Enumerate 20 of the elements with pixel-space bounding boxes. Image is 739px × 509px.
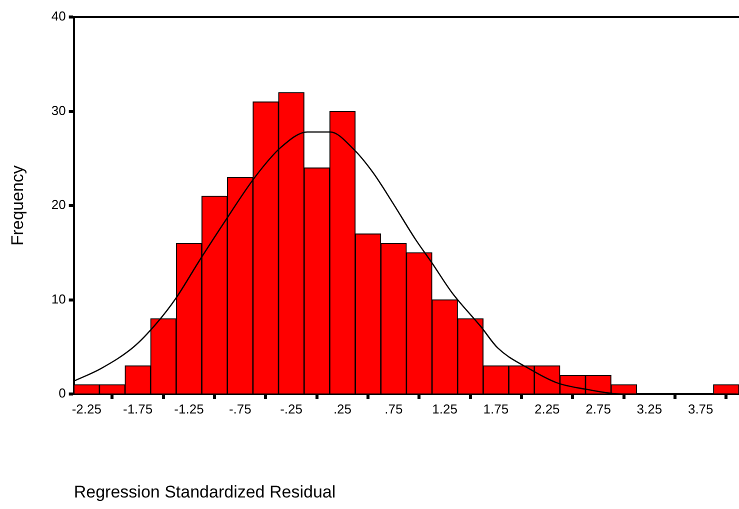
y-tick-label: 10: [51, 291, 66, 306]
y-tick-label: 20: [51, 197, 66, 212]
x-tick-label: 1.75: [483, 401, 509, 416]
y-tick-label: 40: [51, 8, 66, 24]
x-tick-label: -1.25: [174, 401, 204, 416]
x-tick-label: .25: [333, 401, 352, 416]
x-tick-label: 3.75: [688, 401, 714, 416]
x-axis-title: Regression Standardized Residual: [74, 482, 336, 502]
y-tick-label: 30: [51, 102, 66, 118]
x-tick-label: -.75: [228, 401, 252, 416]
y-axis-title: Frequency: [8, 164, 27, 246]
y-tick-label: 0: [58, 386, 66, 401]
x-tick-label: -2.25: [72, 401, 102, 416]
x-tick-label: -1.75: [122, 401, 153, 416]
x-tick-label: 2.75: [586, 401, 611, 416]
x-tick-label: 2.25: [534, 401, 560, 416]
x-tick-label: 1.25: [432, 401, 458, 416]
x-tick-label: 3.25: [636, 401, 662, 416]
x-tick-label: -.25: [280, 401, 303, 416]
x-tick-label: .75: [384, 401, 403, 416]
